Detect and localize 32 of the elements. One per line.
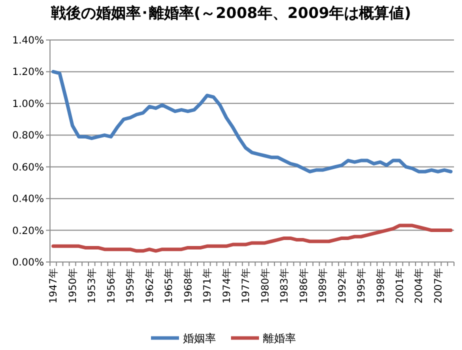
y-tick-label: 0.40% (12, 194, 44, 206)
y-tick-label: 0.60% (12, 162, 44, 174)
x-tick-label: 1962年 (144, 268, 156, 304)
y-tick-label: 1.40% (12, 36, 44, 46)
x-tick-label: 1956年 (105, 268, 118, 304)
x-tick-label: 1995年 (356, 268, 368, 304)
x-tick-label: 1947年 (48, 268, 60, 304)
x-tick-label: 1989年 (317, 268, 330, 304)
x-tick-label: 1977年 (240, 268, 252, 304)
legend-label: 婚姻率 (183, 332, 216, 345)
x-tick-label: 2004年 (413, 268, 426, 304)
x-tick-label: 1965年 (163, 268, 176, 304)
x-tick-label: 1971年 (202, 268, 214, 304)
x-tick-label: 1980年 (259, 268, 272, 304)
x-tick-label: 1974年 (220, 268, 233, 304)
y-tick-label: 1.20% (12, 67, 44, 78)
x-tick-label: 1992年 (336, 268, 348, 304)
y-tick-label: 1.00% (12, 98, 44, 110)
x-tick-label: 1998年 (374, 268, 387, 304)
x-tick-label: 1986年 (298, 268, 310, 304)
x-tick-label: 1959年 (124, 268, 137, 304)
x-tick-label: 1950年 (66, 268, 79, 304)
x-tick-label: 1953年 (86, 268, 98, 304)
x-tick-label: 2007年 (432, 268, 444, 304)
y-tick-label: 0.20% (12, 226, 44, 237)
chart-title: 戦後の婚姻率･離婚率(～2008年、2009年は概算値) (50, 4, 412, 22)
x-tick-label: 2001年 (394, 268, 406, 304)
x-tick-label: 1968年 (182, 268, 194, 304)
y-tick-label: 0.00% (12, 258, 44, 268)
y-tick-label: 0.80% (12, 130, 44, 142)
x-tick-label: 1983年 (278, 268, 291, 304)
legend-label: 離婚率 (263, 332, 296, 345)
